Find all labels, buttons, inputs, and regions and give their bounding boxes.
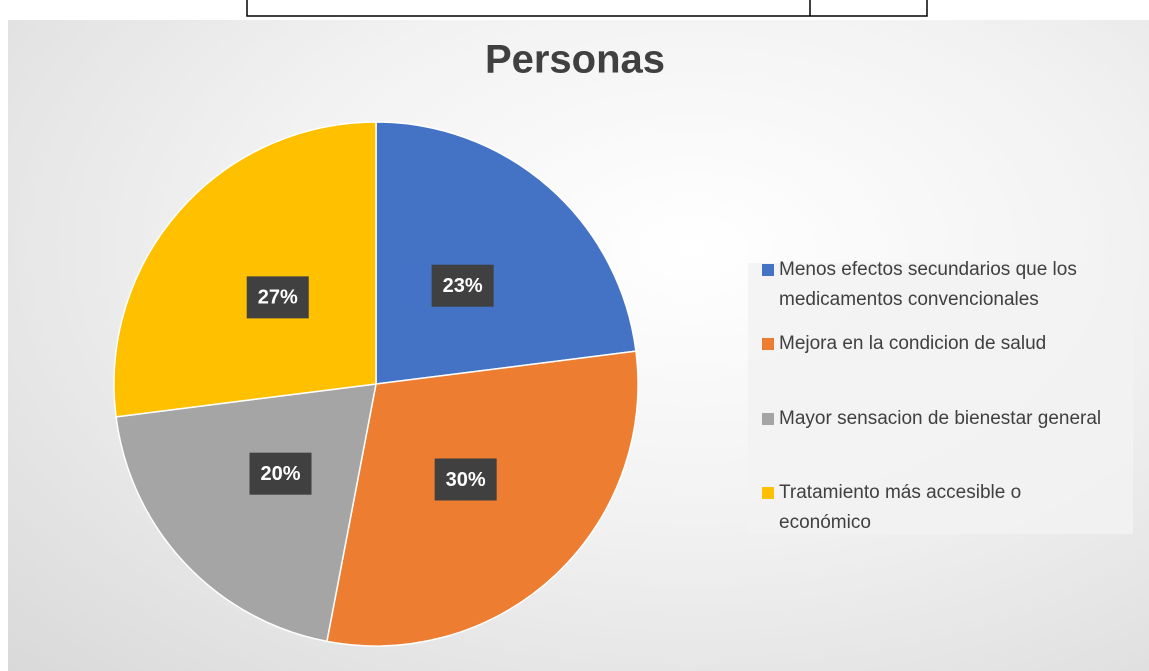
legend-swatch (762, 487, 774, 499)
data-label-box (246, 276, 309, 319)
data-label: 30% (446, 469, 486, 491)
legend: Menos efectos secundarios que los medica… (748, 259, 1133, 534)
legend-swatch (762, 264, 774, 276)
data-label: 27% (258, 287, 298, 309)
data-label: 23% (443, 275, 483, 297)
legend-entry: Tratamiento más accesible o económico (762, 478, 1107, 538)
chart-title: Personas (485, 38, 665, 82)
legend-label: Menos efectos secundarios que los medica… (779, 259, 1077, 310)
legend-swatch (762, 413, 774, 425)
pie-slice (375, 121, 637, 385)
data-label: 20% (260, 463, 300, 485)
legend-label: Mejora en la condicion de salud (779, 333, 1047, 354)
legend-label: Mayor sensacion de bienestar general (779, 408, 1102, 429)
legend-entry: Menos efectos secundarios que los medica… (762, 255, 1107, 315)
data-label-box (249, 452, 312, 495)
pie-slice (113, 121, 377, 418)
data-label-box (431, 264, 494, 307)
legend-label: Tratamiento más accesible o económico (779, 482, 1022, 533)
legend-swatch (762, 338, 774, 350)
data-label-box (434, 458, 497, 501)
pie-slice (115, 383, 377, 643)
legend-entry: Mejora en la condicion de salud (762, 329, 1107, 359)
legend-entry: Mayor sensacion de bienestar general (762, 404, 1107, 434)
table-fragment (246, 0, 928, 17)
